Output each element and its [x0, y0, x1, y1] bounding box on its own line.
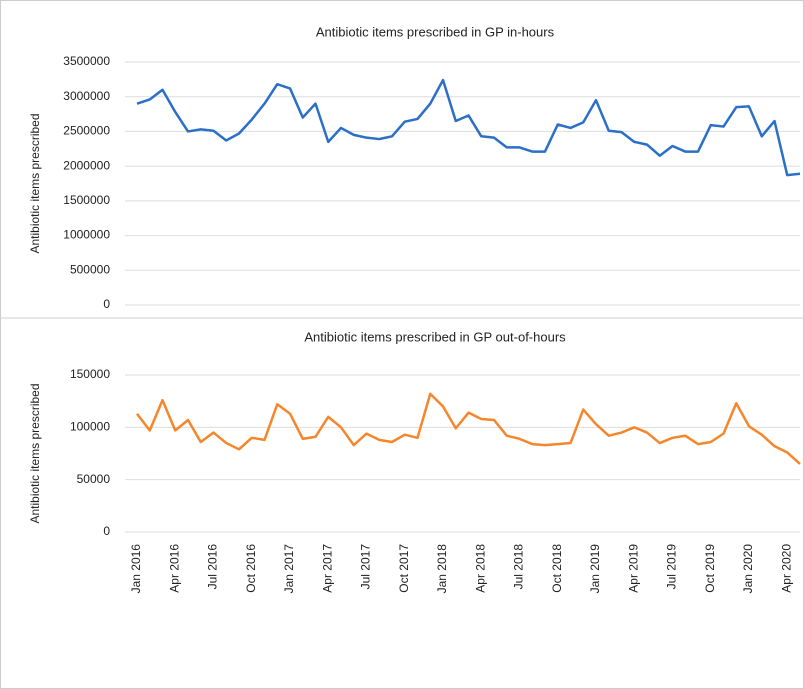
x-tick-label: Jul 2017: [359, 544, 373, 590]
x-tick-label: Apr 2019: [626, 544, 640, 593]
data-line: [136, 392, 801, 465]
x-tick-label: Oct 2018: [550, 544, 564, 593]
y-tick-label: 2000000: [63, 158, 110, 172]
y-tick-label: 500000: [70, 262, 110, 276]
x-tick-label: Jan 2017: [282, 544, 296, 594]
chart-title: Antibiotic items prescribed in GP out-of…: [304, 329, 566, 344]
x-tick-label: Jul 2019: [665, 544, 679, 590]
data-line: [136, 78, 801, 177]
x-tick-label: Apr 2018: [473, 544, 487, 593]
y-tick-label: 1000000: [63, 228, 110, 242]
x-tick-label: Apr 2020: [779, 544, 793, 593]
x-tick-label: Oct 2019: [703, 544, 717, 593]
y-tick-label: 3500000: [63, 54, 110, 68]
y-axis-label: Antibiotic items prescribed: [28, 113, 42, 253]
x-tick-label: Oct 2017: [397, 544, 411, 593]
x-tick-label: Jul 2016: [206, 544, 220, 590]
y-axis-label: Antibiotic items prescribed: [28, 383, 42, 523]
x-tick-label: Jan 2016: [129, 544, 143, 594]
x-tick-label: Oct 2016: [244, 544, 258, 593]
x-tick-label: Jul 2018: [512, 544, 526, 590]
x-tick-label: Jan 2020: [741, 544, 755, 594]
x-tick-label: Apr 2016: [167, 544, 181, 593]
y-tick-label: 150000: [70, 367, 110, 381]
y-tick-label: 50000: [77, 472, 111, 486]
x-tick-label: Jan 2019: [588, 544, 602, 594]
y-tick-label: 2500000: [63, 124, 110, 138]
y-tick-label: 1500000: [63, 193, 110, 207]
x-tick-label: Jan 2018: [435, 544, 449, 594]
chart-title: Antibiotic items prescribed in GP in-hou…: [316, 24, 555, 39]
y-tick-label: 100000: [70, 420, 110, 434]
y-tick-label: 0: [103, 297, 110, 311]
y-tick-label: 3000000: [63, 89, 110, 103]
y-tick-label: 0: [103, 524, 110, 538]
x-tick-label: Apr 2017: [320, 544, 334, 593]
